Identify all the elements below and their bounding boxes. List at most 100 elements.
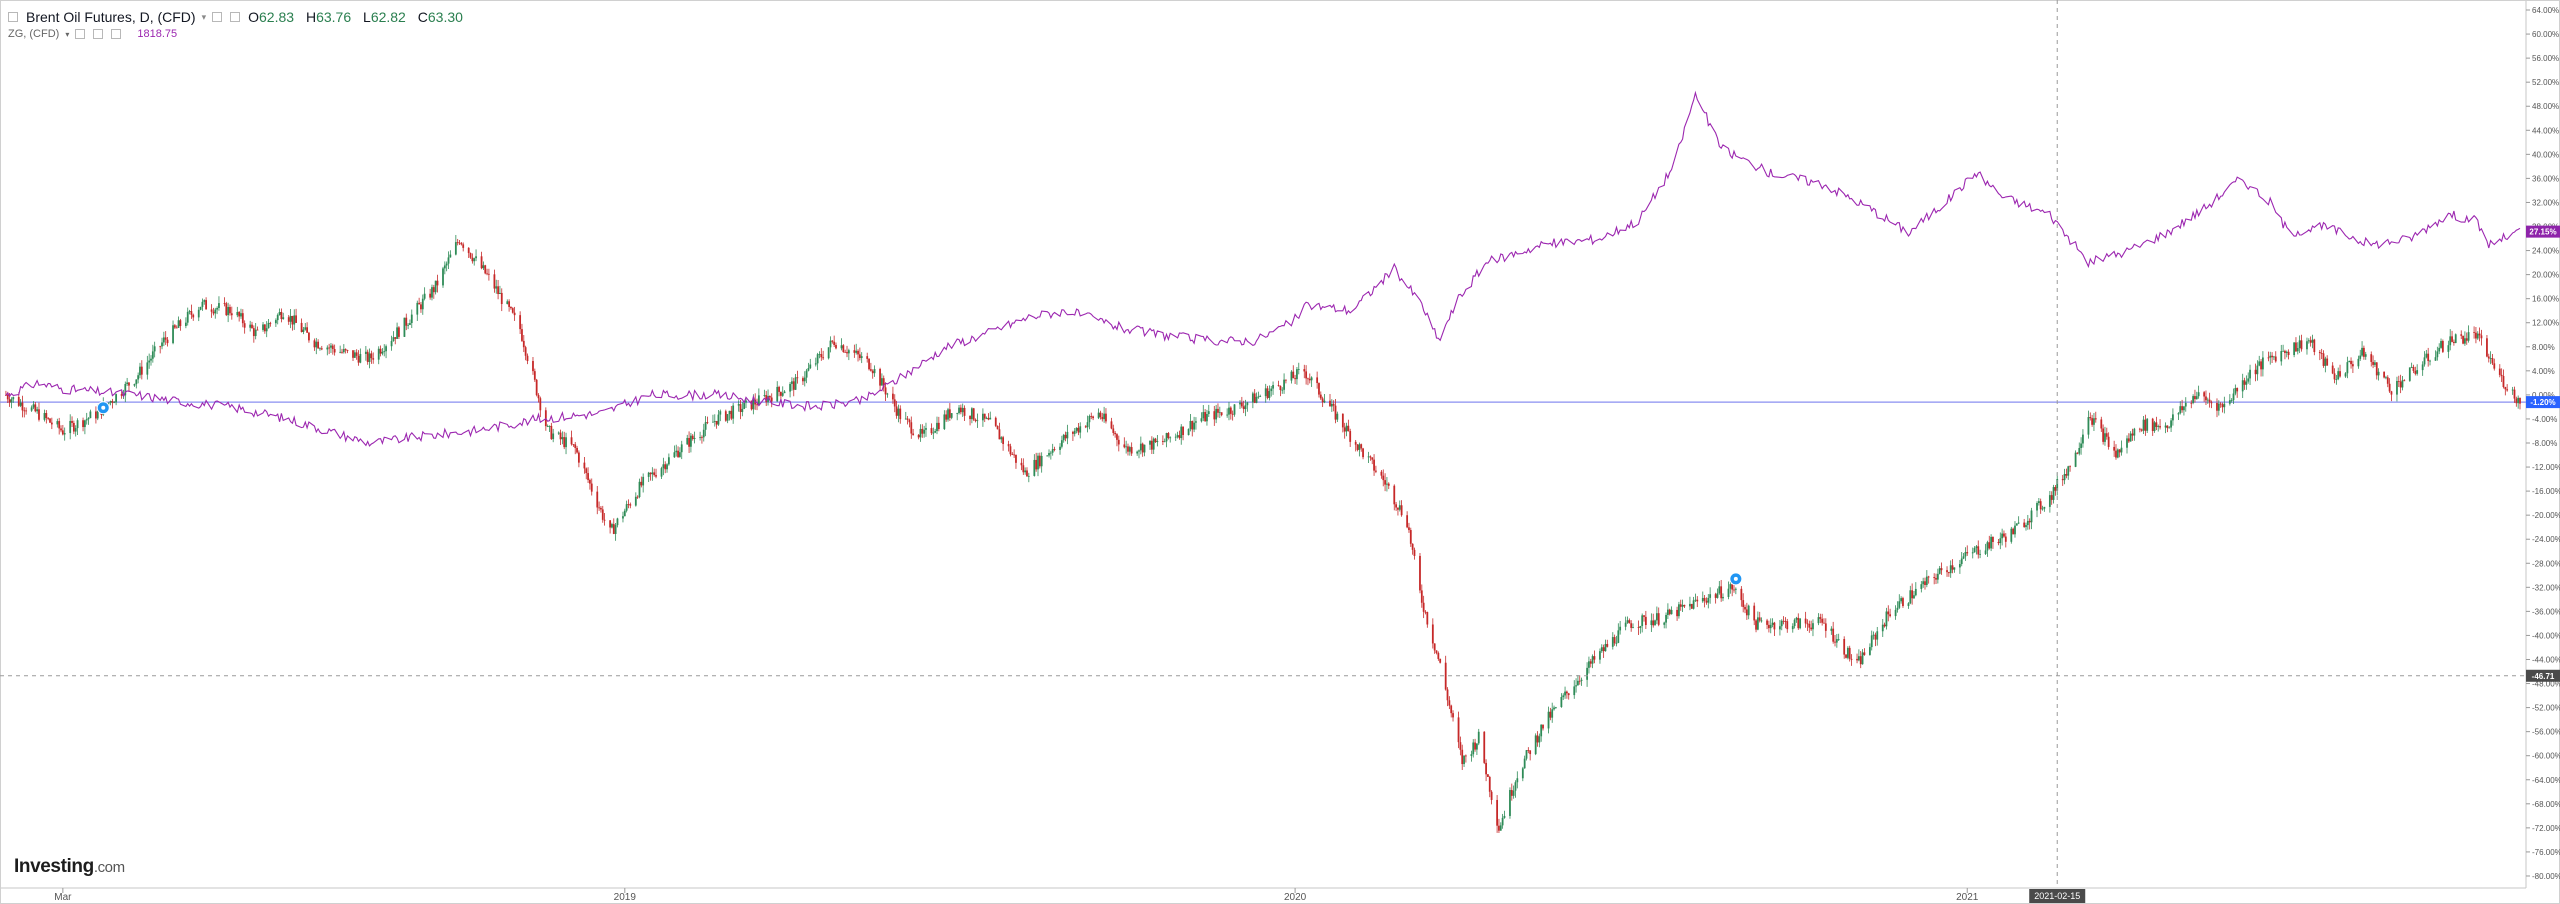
candle <box>392 331 395 342</box>
candle <box>1927 575 1930 584</box>
candle <box>1384 473 1386 492</box>
candle <box>2177 412 2180 420</box>
candle <box>2427 347 2430 367</box>
symbol-title[interactable]: Brent Oil Futures, D, (CFD) <box>26 9 196 25</box>
y-tick-label: -4.00% <box>2532 415 2557 424</box>
candle <box>2113 440 2116 457</box>
candle <box>2184 397 2187 412</box>
settings-icon[interactable] <box>230 12 241 22</box>
candle <box>1136 450 1139 456</box>
candle <box>58 417 61 435</box>
candle <box>611 522 613 529</box>
candle <box>1207 404 1210 417</box>
candle <box>1143 444 1146 457</box>
price-axis-strip[interactable] <box>2526 0 2560 904</box>
candle <box>1850 654 1853 666</box>
y-tick-label: -68.00% <box>2532 800 2560 809</box>
dividend-marker-icon[interactable] <box>96 401 110 415</box>
close-icon[interactable] <box>111 29 122 39</box>
candle <box>2221 402 2224 413</box>
candle <box>1347 419 1350 432</box>
candle <box>983 413 986 423</box>
candle <box>449 250 452 258</box>
candle <box>302 326 305 335</box>
candle <box>807 362 810 372</box>
candle <box>1979 549 1981 559</box>
candle <box>2480 329 2483 346</box>
candle <box>1940 562 1943 575</box>
settings-icon[interactable] <box>93 29 104 39</box>
candle <box>1909 585 1912 605</box>
candle <box>34 401 37 413</box>
candle <box>1889 608 1892 618</box>
candle <box>304 323 307 331</box>
candle <box>2091 414 2094 427</box>
compare-symbol[interactable]: ZG, (CFD) <box>8 28 60 40</box>
candle <box>2203 390 2206 402</box>
candle <box>2313 338 2316 356</box>
candle <box>1540 724 1543 742</box>
candle <box>1182 426 1184 441</box>
chevron-down-icon[interactable]: ▾ <box>201 11 207 22</box>
candle <box>2486 334 2488 358</box>
candle <box>1949 560 1952 578</box>
candle <box>1773 621 1776 636</box>
candle <box>1272 381 1274 395</box>
candle <box>379 345 382 357</box>
candle <box>2375 362 2378 380</box>
candle <box>342 344 345 354</box>
candle <box>295 308 297 324</box>
eye-icon[interactable] <box>212 12 223 22</box>
candle <box>1474 738 1476 752</box>
candle <box>2293 342 2296 358</box>
candle <box>1848 645 1851 662</box>
candle <box>229 304 231 316</box>
candle <box>216 306 219 315</box>
candle <box>1578 675 1581 685</box>
candle <box>809 358 812 370</box>
candle <box>609 520 612 534</box>
collapse-icon[interactable] <box>8 12 18 22</box>
candle <box>2232 388 2235 404</box>
candle <box>2256 360 2259 381</box>
candle <box>1360 443 1363 452</box>
candle <box>1857 649 1860 662</box>
candle <box>1297 362 1300 375</box>
eye-icon[interactable] <box>75 29 86 39</box>
candle <box>201 298 204 311</box>
candle <box>627 499 630 509</box>
candle <box>1013 449 1016 458</box>
svg-text:2021-02-15: 2021-02-15 <box>2034 891 2080 901</box>
candle <box>56 418 59 428</box>
chevron-down-icon[interactable]: ▾ <box>65 29 70 39</box>
candle <box>2048 490 2051 513</box>
candle <box>1499 822 1502 831</box>
candle <box>2104 426 2106 446</box>
candle <box>2421 361 2424 376</box>
candle <box>704 416 707 437</box>
candle <box>1536 731 1539 747</box>
dividend-marker-icon[interactable] <box>1729 572 1743 586</box>
candle <box>1450 704 1453 718</box>
candle <box>69 414 72 440</box>
candle <box>583 457 586 474</box>
candle <box>882 375 885 392</box>
candle <box>1714 592 1717 604</box>
candle <box>884 382 887 402</box>
candle <box>1690 603 1693 609</box>
candle <box>1290 370 1293 384</box>
y-tick-label: 40.00% <box>2532 150 2559 159</box>
candle <box>1806 619 1809 631</box>
candle <box>831 340 834 344</box>
candle <box>1483 731 1486 765</box>
candle <box>989 411 992 420</box>
candle <box>1477 728 1480 746</box>
candle <box>2333 368 2336 384</box>
candle <box>1406 511 1409 529</box>
candle <box>660 466 663 480</box>
candle <box>359 348 362 364</box>
candle <box>519 311 522 334</box>
candle <box>642 473 645 493</box>
candle <box>339 345 342 354</box>
